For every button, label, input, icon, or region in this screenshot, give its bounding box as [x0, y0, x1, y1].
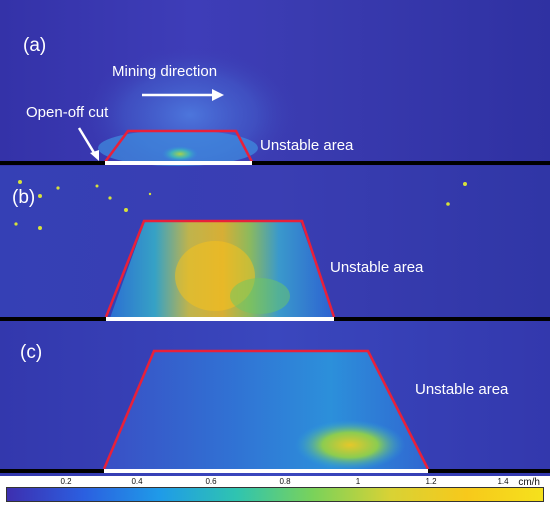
colorbar-tick: 0.8 — [279, 477, 291, 486]
unstable-area-boundary-a — [103, 129, 254, 163]
colorbar-tick: 0.6 — [205, 477, 217, 486]
colorbar-tick: 1 — [355, 477, 361, 486]
colorbar-tick: 0.2 — [60, 477, 72, 486]
colorbar: 0.2 0.4 0.6 0.8 1 1.2 1.4 cm/h — [6, 477, 544, 504]
panel-c: (c) Unstable area — [0, 321, 550, 476]
arrow-mining-direction-head — [212, 89, 224, 101]
panel-label-b: (b) — [12, 187, 36, 208]
panel-b-image — [0, 166, 550, 321]
colorbar-gradient — [6, 487, 544, 502]
open-off-cut-label: Open-off cut — [26, 104, 109, 121]
unstable-area-label-b: Unstable area — [330, 259, 424, 276]
arrow-open-off-cut — [77, 127, 98, 157]
colorbar-tick: 0.4 — [131, 477, 143, 486]
unstable-area-boundary-c — [102, 349, 430, 470]
panel-c-image — [0, 321, 550, 476]
colorbar-tick: 1.2 — [425, 477, 437, 486]
panel-label-c: (c) — [20, 342, 43, 363]
panel-a: (a) Mining direction Open-off cut Unstab… — [0, 0, 550, 166]
colorbar-tick: 1.4 — [497, 477, 509, 486]
panel-a-image — [0, 0, 550, 166]
panel-b: (b) Unstable area — [0, 166, 550, 321]
unstable-area-boundary-b — [104, 219, 336, 318]
mining-direction-label: Mining direction — [112, 63, 218, 80]
arrow-open-off-cut-head — [90, 150, 99, 161]
colorbar-unit: cm/h — [518, 477, 540, 488]
unstable-area-label-a: Unstable area — [260, 137, 354, 154]
unstable-area-label-c: Unstable area — [415, 381, 509, 398]
speckle-points — [14, 180, 467, 230]
panel-label-a: (a) — [23, 35, 47, 56]
